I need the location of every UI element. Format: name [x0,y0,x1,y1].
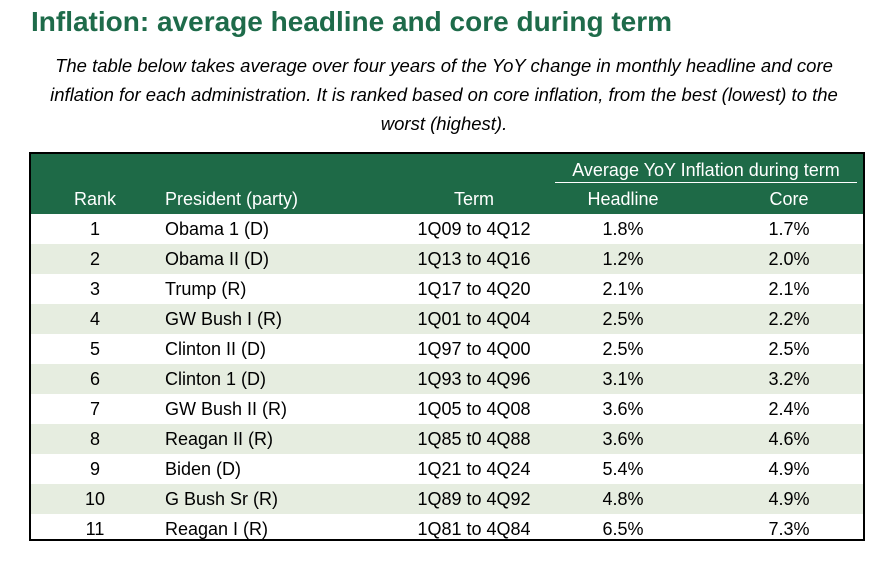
president-cell: Reagan I (R) [165,519,269,539]
table-row: 6 Clinton 1 (D) 1Q93 to 4Q96 3.1% 3.2% [31,364,863,394]
core-cell: 2.5% [768,339,810,359]
table-row: 2 Obama II (D) 1Q13 to 4Q16 1.2% 2.0% [31,244,863,274]
core-cell: 4.6% [768,429,810,449]
term-cell: 1Q01 to 4Q04 [417,309,531,329]
table-body: 1 Obama 1 (D) 1Q09 to 4Q12 1.8% 1.7% 2 Obama I… [31,214,863,539]
president-cell: GW Bush II (R) [165,399,288,419]
term-cell: 1Q93 to 4Q96 [417,369,531,389]
column-header-core: Core [769,189,809,209]
term-cell: 1Q05 to 4Q08 [417,399,531,419]
table-row: 10 G Bush Sr (R) 1Q89 to 4Q92 4.8% 4.9% [31,484,863,514]
rank-cell: 7 [89,399,100,419]
subtitle: The table below takes average over four … [50,55,838,134]
core-cell: 1.7% [768,219,810,239]
headline-cell: 5.4% [602,459,644,479]
rank-cell: 4 [89,309,100,329]
table-row: 7 GW Bush II (R) 1Q05 to 4Q08 3.6% 2.4% [31,394,863,424]
page-title: Inflation: average headline and core dur… [31,6,673,37]
table-row: 4 GW Bush I (R) 1Q01 to 4Q04 2.5% 2.2% [31,304,863,334]
headline-cell: 1.2% [602,249,644,269]
president-cell: Obama II (D) [165,249,270,269]
core-cell: 2.0% [768,249,810,269]
president-cell: Biden (D) [165,459,242,479]
core-cell: 7.3% [768,519,810,539]
term-cell: 1Q89 to 4Q92 [417,489,531,509]
column-header-headline: Headline [587,189,659,209]
core-cell: 3.2% [768,369,810,389]
term-cell: 1Q21 to 4Q24 [417,459,531,479]
column-header-term: Term [454,189,494,209]
headline-cell: 3.6% [602,429,644,449]
term-cell: 1Q13 to 4Q16 [417,249,531,269]
rank-cell: 11 [85,519,105,539]
rank-cell: 5 [89,339,100,359]
core-cell: 4.9% [768,459,810,479]
table-row: 8 Reagan II (R) 1Q85 t0 4Q88 3.6% 4.6% [31,424,863,454]
core-cell: 2.2% [768,309,810,329]
term-cell: 1Q85 t0 4Q88 [417,429,531,449]
column-header-rank: Rank [73,189,117,209]
inflation-table: Average YoY Inflation during term Rank P… [29,152,865,541]
rank-cell: 2 [89,249,100,269]
rank-cell: 9 [89,459,100,479]
table-row: 11 Reagan I (R) 1Q81 to 4Q84 6.5% 7.3% [31,514,863,539]
group-header-avg-inflation: Average YoY Inflation during term [555,157,857,183]
president-cell: GW Bush I (R) [165,309,283,329]
headline-cell: 3.1% [602,369,644,389]
term-cell: 1Q97 to 4Q00 [417,339,531,359]
president-cell: Clinton II (D) [165,339,267,359]
term-cell: 1Q81 to 4Q84 [417,519,531,539]
term-cell: 1Q09 to 4Q12 [417,219,531,239]
rank-cell: 6 [89,369,100,389]
headline-cell: 2.1% [602,279,644,299]
rank-cell: 1 [89,219,100,239]
table-row: 9 Biden (D) 1Q21 to 4Q24 5.4% 4.9% [31,454,863,484]
headline-cell: 2.5% [602,339,644,359]
headline-cell: 6.5% [602,519,644,539]
rank-cell: 8 [89,429,100,449]
headline-cell: 1.8% [602,219,644,239]
president-cell: Clinton 1 (D) [165,369,267,389]
table-row: 3 Trump (R) 1Q17 to 4Q20 2.1% 2.1% [31,274,863,304]
core-cell: 2.1% [768,279,810,299]
rank-cell: 3 [89,279,100,299]
table-row: 5 Clinton II (D) 1Q97 to 4Q00 2.5% 2.5% [31,334,863,364]
headline-cell: 3.6% [602,399,644,419]
president-cell: G Bush Sr (R) [165,489,279,509]
headline-cell: 2.5% [602,309,644,329]
rank-cell: 10 [84,489,106,509]
table-header: Average YoY Inflation during term Rank P… [31,154,863,214]
column-header-president: President (party) [165,189,299,209]
president-cell: Obama 1 (D) [165,219,270,239]
term-cell: 1Q17 to 4Q20 [417,279,531,299]
core-cell: 4.9% [768,489,810,509]
president-cell: Reagan II (R) [165,429,274,449]
headline-cell: 4.8% [602,489,644,509]
core-cell: 2.4% [768,399,810,419]
table-row: 1 Obama 1 (D) 1Q09 to 4Q12 1.8% 1.7% [31,214,863,244]
president-cell: Trump (R) [165,279,247,299]
